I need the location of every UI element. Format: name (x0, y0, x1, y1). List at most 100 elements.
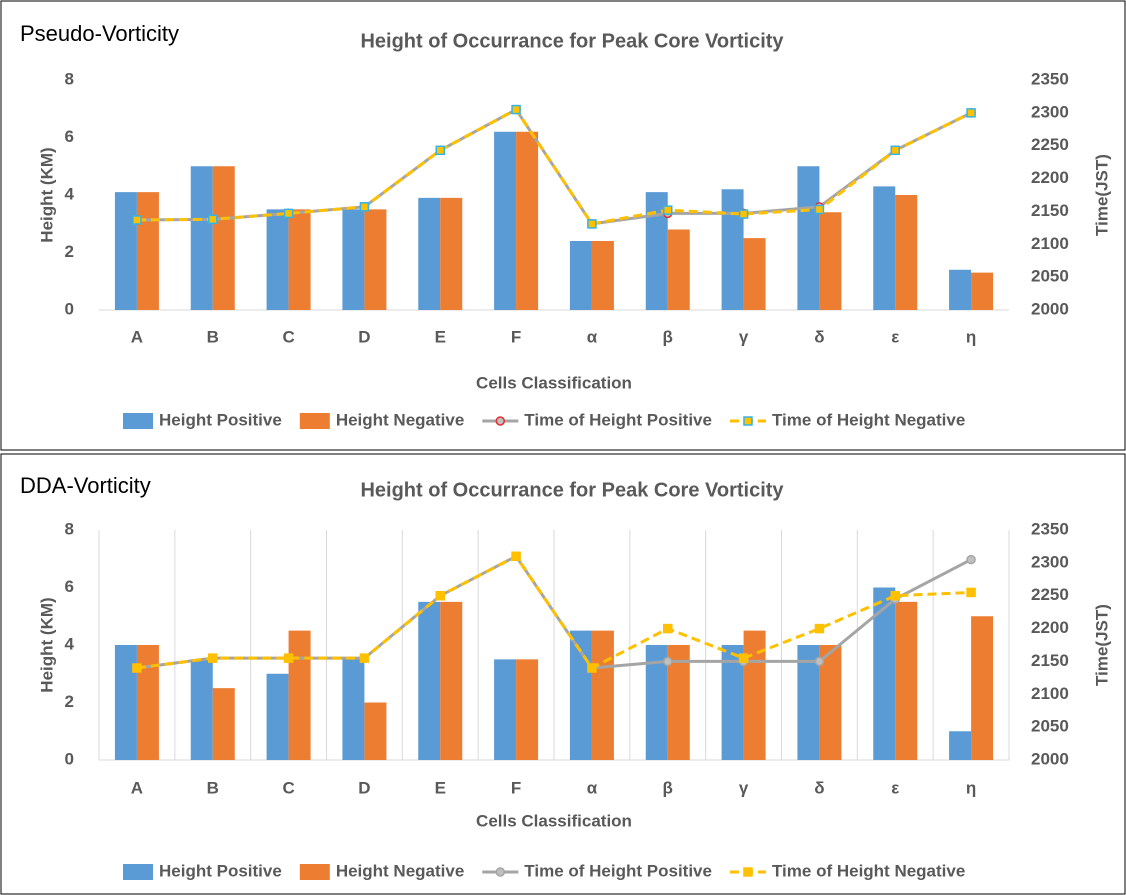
legend-label: Time of Height Positive (524, 410, 712, 429)
line-marker (208, 214, 218, 225)
x-tick-label: β (663, 327, 673, 346)
legend-swatch (123, 413, 153, 429)
line-marker (814, 623, 825, 634)
legend-swatch (123, 864, 153, 880)
bar (190, 659, 213, 760)
x-tick-label: D (358, 778, 370, 797)
bar (342, 659, 365, 760)
bar (667, 229, 690, 310)
legend-label: Time of Height Positive (524, 861, 712, 880)
bar (819, 212, 842, 310)
line-marker (743, 416, 753, 426)
bar (895, 601, 918, 760)
bar (645, 192, 668, 310)
bar (288, 630, 311, 760)
bar (288, 209, 311, 310)
y2-axis-title: Time(JST) (1092, 604, 1111, 686)
x-tick-label: E (435, 778, 446, 797)
x-tick-label: A (131, 327, 143, 346)
x-tick-label: F (511, 778, 521, 797)
x-tick-label: D (358, 327, 370, 346)
bar (364, 702, 387, 760)
bar (136, 192, 159, 310)
x-tick-label: α (587, 327, 598, 346)
x-tick-label: δ (814, 778, 824, 797)
y-tick-label: 2 (65, 692, 74, 711)
legend-label: Time of Height Negative (772, 861, 965, 880)
bar (440, 197, 463, 310)
bar (797, 645, 820, 760)
legend-swatch (299, 413, 330, 429)
line-marker (132, 663, 142, 673)
line-marker (814, 656, 825, 667)
x-tick-label: η (966, 778, 976, 797)
line-marker (743, 867, 753, 877)
y-tick-label: 8 (65, 519, 74, 538)
line-marker (966, 554, 976, 565)
line-marker (208, 653, 218, 663)
legend-label: Time of Height Negative (772, 410, 965, 429)
bar (114, 192, 137, 310)
bar (873, 186, 896, 310)
y-tick-label: 2 (65, 242, 74, 261)
bar (342, 209, 365, 310)
bar (494, 131, 517, 310)
line-marker (495, 867, 506, 877)
y-axis-title: Height (KM) (37, 147, 56, 242)
x-tick-label: E (435, 327, 446, 346)
x-tick-label: C (282, 327, 294, 346)
y-tick-label: 4 (65, 634, 75, 653)
panel-label: Pseudo-Vorticity (20, 21, 179, 46)
bar (418, 197, 441, 310)
y-tick-label: 6 (65, 577, 74, 596)
line-marker (738, 209, 749, 219)
x-tick-label: η (966, 327, 976, 346)
x-tick-label: γ (739, 778, 749, 797)
bar (266, 673, 289, 760)
line-marker (738, 653, 749, 663)
line-marker (283, 653, 294, 663)
line (136, 554, 972, 670)
bar (212, 166, 235, 310)
y2-tick-label: 2200 (1031, 618, 1069, 637)
x-tick-label: B (207, 778, 219, 797)
x-axis-title: Cells Classification (476, 811, 632, 830)
line-marker (966, 108, 976, 118)
line-marker (283, 208, 294, 219)
bar (645, 645, 668, 760)
line-marker (132, 215, 142, 225)
y2-tick-label: 2250 (1031, 585, 1069, 604)
bar (494, 659, 517, 760)
line-marker (890, 590, 900, 601)
bar (873, 587, 896, 760)
line-marker (663, 205, 673, 215)
y2-tick-label: 2300 (1031, 552, 1069, 571)
chart-title: Height of Occurrance for Peak Core Vorti… (360, 30, 784, 52)
bar (667, 645, 690, 760)
bar (364, 209, 387, 310)
line-marker (435, 590, 445, 601)
y2-tick-label: 2150 (1031, 651, 1069, 670)
chart-title: Height of Occurrance for Peak Core Vorti… (360, 479, 784, 501)
y2-tick-label: 2250 (1031, 135, 1069, 154)
x-tick-label: γ (739, 327, 749, 346)
panel-label: DDA-Vorticity (20, 473, 151, 498)
bar (743, 238, 766, 310)
bar (949, 269, 972, 310)
y2-tick-label: 2200 (1031, 168, 1069, 187)
y2-tick-label: 2000 (1031, 749, 1069, 768)
x-tick-label: C (282, 778, 294, 797)
x-tick-label: F (511, 327, 521, 346)
bar (721, 189, 744, 310)
bar (266, 209, 289, 310)
y-tick-label: 4 (65, 184, 75, 203)
y2-tick-label: 2350 (1031, 69, 1069, 88)
y2-tick-label: 2050 (1031, 267, 1069, 286)
bar (591, 241, 614, 310)
bar (114, 645, 137, 760)
x-tick-label: δ (814, 327, 824, 346)
y2-tick-label: 2100 (1031, 684, 1069, 703)
bar (819, 645, 842, 760)
y-axis-title: Height (KM) (37, 597, 56, 692)
